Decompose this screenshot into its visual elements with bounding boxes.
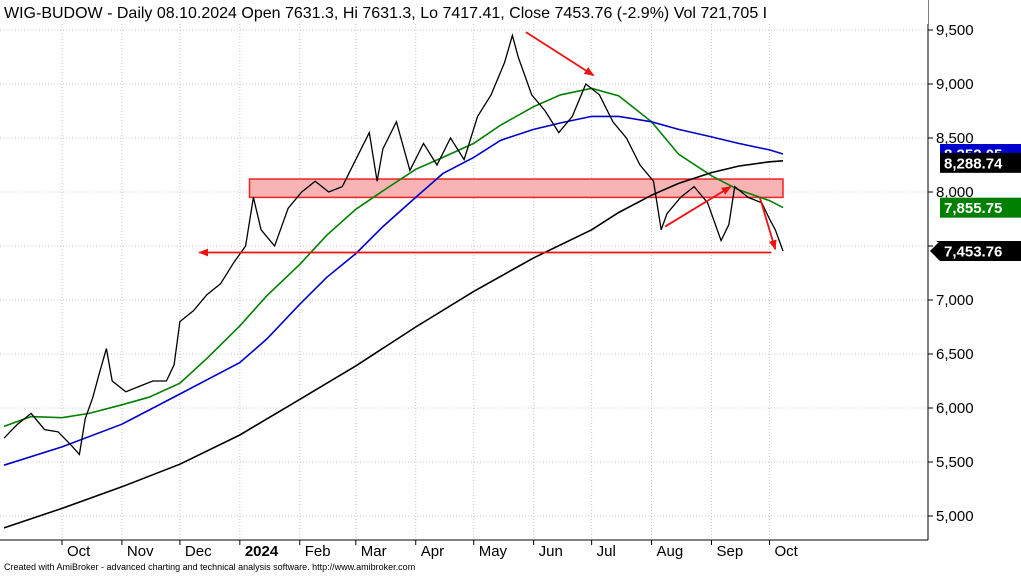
resistance-zone bbox=[248, 178, 784, 199]
annotations bbox=[198, 31, 777, 257]
x-axis-labels: Oct Nov Dec 2024 Feb Mar Apr May Jun Jul Aug Sep Oct bbox=[67, 543, 799, 560]
price-tag-bg bbox=[940, 152, 1021, 173]
y-axis-labels: 5,0005,5006,0006,5007,0007,5008,0008,500… bbox=[936, 22, 974, 525]
x-tick-label: Feb bbox=[305, 543, 331, 560]
y-tick-label: 6,000 bbox=[936, 400, 974, 417]
y-tick-label: 5,500 bbox=[936, 454, 974, 471]
price-line bbox=[3, 32, 784, 456]
moving-average-line-3 bbox=[3, 160, 784, 529]
x-tick-label: Mar bbox=[361, 543, 387, 560]
x-tick-label: Nov bbox=[127, 543, 154, 560]
zone-rect bbox=[248, 178, 784, 199]
y-tick-label: 9,500 bbox=[936, 22, 974, 39]
price-tag-bg bbox=[930, 240, 1021, 261]
moving-average-line-1 bbox=[3, 87, 784, 428]
x-tick-label: 2024 bbox=[245, 543, 279, 560]
gridlines bbox=[0, 0, 928, 540]
x-tick-label: Sep bbox=[716, 543, 743, 560]
x-tick-label: Jul bbox=[597, 543, 616, 560]
trend-arrow bbox=[664, 185, 732, 228]
axes bbox=[0, 0, 933, 545]
y-tick-label: 8,500 bbox=[936, 130, 974, 147]
y-tick-label: 9,000 bbox=[936, 76, 974, 93]
x-tick-label: May bbox=[479, 543, 508, 560]
price-tag-label: 7,855.75 bbox=[944, 200, 1002, 217]
footer-credit: Created with AmiBroker - advanced charti… bbox=[4, 562, 415, 572]
trend-arrow bbox=[525, 31, 595, 77]
trend-arrow bbox=[758, 197, 777, 251]
price-tags: 8,352.058,288.747,855.757,453.76 bbox=[930, 143, 1021, 261]
y-tick-label: 8,000 bbox=[936, 184, 974, 201]
x-tick-label: Oct bbox=[67, 543, 91, 560]
chart-title: WIG-BUDOW - Daily 08.10.2024 Open 7631.3… bbox=[4, 5, 767, 22]
moving-averages bbox=[3, 87, 784, 529]
y-tick-label: 7,000 bbox=[936, 292, 974, 309]
moving-average-line-2 bbox=[3, 115, 784, 466]
y-tick-label: 6,500 bbox=[936, 346, 974, 363]
x-tick-label: Aug bbox=[657, 543, 684, 560]
price-series bbox=[3, 32, 784, 456]
y-tick-label: 5,000 bbox=[936, 508, 974, 525]
price-tag-label: 7,453.76 bbox=[944, 243, 1002, 260]
price-tag-label: 8,288.74 bbox=[944, 155, 1003, 172]
price-tag-bg bbox=[940, 197, 1021, 218]
title-backdrop bbox=[0, 0, 928, 24]
x-tick-label: Oct bbox=[774, 543, 798, 560]
x-tick-label: Apr bbox=[421, 543, 444, 560]
x-tick-label: Dec bbox=[185, 543, 212, 560]
x-tick-label: Jun bbox=[539, 543, 563, 560]
